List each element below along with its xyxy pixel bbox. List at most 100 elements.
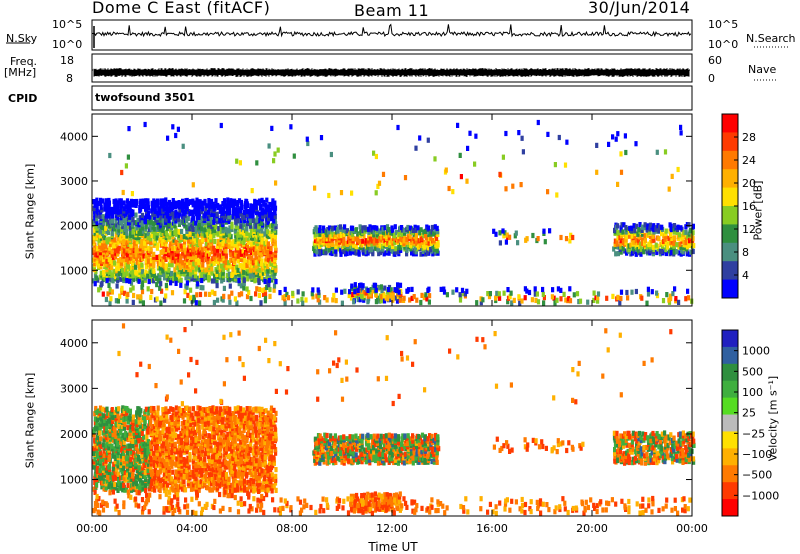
echo-cell — [131, 414, 136, 420]
echo-cell — [628, 233, 632, 239]
echo-cell — [188, 457, 192, 463]
echo-cell — [268, 286, 272, 293]
echo-cell — [146, 210, 151, 216]
echo-cell — [267, 483, 272, 489]
echo-cell — [110, 264, 114, 271]
echo-cell — [136, 218, 140, 224]
echo-cell — [140, 281, 145, 288]
echo-cell — [117, 423, 121, 429]
echo-cell — [168, 234, 172, 240]
echo-cell — [331, 232, 335, 238]
echo-cell — [431, 251, 435, 257]
echo-cell — [236, 460, 240, 466]
echo-cell — [342, 249, 346, 255]
echo-cell — [116, 298, 120, 304]
echo-cell — [261, 424, 265, 430]
echo-cell — [140, 225, 145, 231]
echo-cell — [286, 295, 291, 301]
echo-cell — [224, 260, 228, 266]
echo-cell — [316, 287, 320, 293]
echo-cell — [170, 258, 174, 264]
echo-cell — [519, 182, 523, 188]
echo-cell — [166, 482, 170, 488]
echo-cell — [231, 250, 235, 256]
echo-cell — [143, 473, 147, 480]
echo-cell — [667, 235, 671, 241]
echo-cell — [383, 285, 387, 291]
echo-cell — [436, 229, 440, 235]
echo-cell — [374, 153, 378, 160]
echo-cell — [197, 225, 201, 231]
echo-cell — [381, 246, 385, 252]
echo-cell — [261, 471, 265, 477]
echo-cell — [343, 224, 347, 230]
echo-cell — [234, 469, 238, 475]
echo-cell — [159, 198, 163, 204]
echo-cell — [269, 246, 273, 252]
echo-cell — [119, 430, 123, 436]
echo-cell — [246, 479, 250, 485]
echo-cell — [224, 213, 228, 219]
echo-cell — [218, 218, 222, 224]
echo-cell — [184, 252, 188, 258]
echo-cell — [120, 231, 124, 237]
echo-cell — [366, 244, 370, 250]
echo-cell — [155, 235, 159, 241]
echo-cell — [212, 409, 216, 415]
echo-cell — [264, 239, 268, 245]
echo-cell — [252, 426, 256, 432]
echo-cell — [216, 238, 220, 244]
echo-cell — [634, 238, 638, 244]
echo-cell — [317, 236, 321, 242]
echo-cell — [242, 435, 247, 441]
echo-cell — [517, 294, 521, 300]
echo-cell — [111, 453, 115, 459]
echo-cell — [192, 419, 196, 425]
echo-cell — [169, 254, 173, 260]
echo-cell — [311, 294, 315, 300]
echo-cell — [536, 299, 541, 305]
echo-cell — [96, 443, 100, 449]
echo-cell — [250, 263, 254, 269]
echo-cell — [135, 248, 139, 254]
echo-cell — [137, 470, 141, 476]
echo-cell — [195, 197, 199, 203]
echo-cell — [119, 201, 123, 207]
echo-cell — [208, 214, 212, 220]
echo-cell — [180, 445, 184, 451]
echo-cell — [110, 213, 115, 219]
echo-cell — [122, 458, 126, 464]
echo-cell — [97, 263, 101, 269]
echo-cell — [468, 130, 472, 136]
echo-cell — [147, 478, 151, 485]
echo-cell — [360, 294, 364, 300]
echo-cell — [168, 258, 172, 264]
echo-cell — [502, 233, 506, 239]
echo-cell — [143, 452, 147, 458]
echo-cell — [150, 479, 154, 485]
echo-cell — [148, 215, 152, 221]
echo-cell — [257, 211, 261, 217]
echo-cell — [673, 286, 677, 292]
echo-cell — [194, 232, 198, 238]
echo-cell — [134, 212, 138, 218]
echo-cell — [115, 437, 119, 443]
echo-cell — [120, 417, 124, 423]
echo-cell — [246, 235, 250, 241]
echo-cell — [249, 480, 253, 487]
echo-cell — [261, 287, 265, 293]
echo-cell — [118, 245, 122, 251]
echo-cell — [361, 228, 365, 234]
echo-cell — [203, 274, 207, 280]
echo-cell — [418, 135, 422, 141]
echo-cell — [239, 218, 243, 224]
y-tick-label: 2000 — [60, 220, 88, 233]
echo-cell — [204, 466, 208, 472]
echo-cell — [315, 293, 319, 299]
echo-cell — [151, 214, 155, 221]
echo-cell — [577, 299, 581, 305]
echo-cell — [245, 471, 249, 477]
echo-cell — [209, 425, 213, 431]
echo-cell — [355, 240, 360, 246]
echo-cell — [125, 472, 129, 478]
